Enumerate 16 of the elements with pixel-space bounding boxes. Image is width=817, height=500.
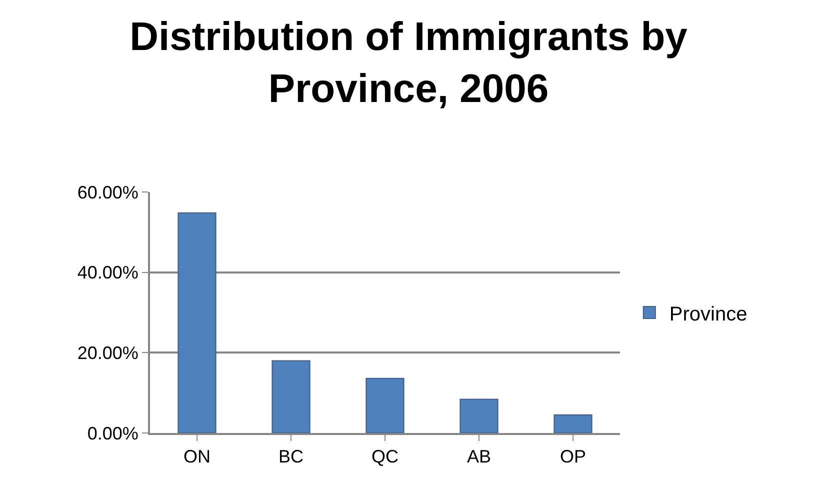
x-tick-label: ON (184, 446, 210, 467)
legend-label: Province (669, 303, 748, 326)
y-tick-label: 0.00% (87, 423, 138, 444)
bar (554, 414, 592, 433)
x-tick-label: OP (560, 446, 586, 467)
x-tick-label: AB (466, 446, 492, 467)
bar (178, 212, 216, 433)
bar (460, 398, 498, 433)
x-tick-label: BC (278, 446, 304, 467)
y-tick-label: 60.00% (77, 182, 138, 202)
bar (272, 360, 310, 433)
chart-title: Distribution of Immigrants by Province, 2006 (130, 15, 688, 111)
y-tick-label: 40.00% (77, 262, 138, 283)
bar (366, 378, 404, 433)
x-tick-label: QC (372, 446, 398, 467)
y-tick-label: 20.00% (77, 342, 138, 363)
